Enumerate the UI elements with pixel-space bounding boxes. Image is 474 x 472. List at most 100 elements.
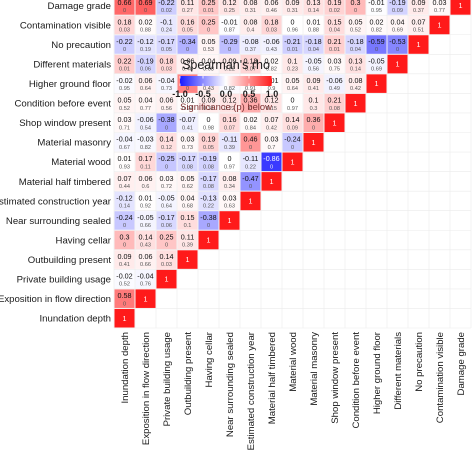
cell-rho-label: 1 [207,236,211,245]
cell-fill [324,54,345,74]
x-tick-label: Higher ground floor [372,331,383,414]
cell-p-label: 0 [123,243,126,249]
cell-fill [240,113,261,132]
heatmap-cell: -0.250 [156,152,177,172]
cell-fill [156,211,177,230]
cell-fill [261,152,282,172]
cell-fill [261,93,282,113]
cell-fill [135,0,156,15]
cell-rho-label: 0.3 [351,0,361,7]
heatmap-cell: 0.050.64 [282,74,303,93]
cell-fill [198,172,219,191]
cell-p-label: 0.46 [266,8,277,14]
cell-fill [114,269,135,289]
heatmap-cell: 1 [324,113,345,132]
heatmap-cell: 0.050.62 [177,172,198,191]
cell-fill [303,74,324,93]
heatmap-cell: 0.02 0.82 [366,15,387,35]
cell-fill [198,211,219,230]
cell-rho-label: 0.18 [244,56,258,65]
cell-fill [177,250,198,269]
heatmap-cell: 1 [261,172,282,191]
cell-fill [387,54,408,74]
cell-p-label: 0.39 [224,145,235,151]
cell-rho-label: 1 [417,40,421,49]
cell-rho-label: 0.06 [181,56,195,65]
cell-rho-label: 0.06 [160,96,174,105]
cell-p-label: 0 [354,8,357,14]
cell-rho-label: -0.86 [263,154,279,163]
cell-rho-label: 0.03 [265,135,279,144]
cell-rho-label: 0.17 [139,154,153,163]
cell-fill [156,250,177,269]
heatmap-cell: -0.170.05 [156,35,177,54]
cell-p-label: 0.91 [245,86,256,92]
cell-p-label: 0.22 [224,67,235,73]
cell-fill [387,35,408,54]
x-tick-label: Inundation depth [120,332,131,404]
cell-rho-label: 1 [333,118,337,127]
cell-rho-label: 0.18 [118,17,132,26]
heatmap-cell: 0.030.73 [177,133,198,152]
cell-rho-label: 0.13 [307,0,321,7]
cell-rho-label: 0.12 [223,96,237,105]
y-tick-label: Having cellar [56,235,112,246]
cell-p-label: 0.31 [203,106,214,112]
cell-p-label: 0.3 [310,106,318,112]
cell-p-label: 0.52 [119,106,130,112]
heatmap-cell: 0.660 [114,0,135,15]
cell-rho-label: 1 [228,216,232,225]
cell-fill [345,74,366,93]
heatmap-cell: 0.160.07 [219,113,240,132]
cell-p-label: 0.02 [161,8,172,14]
heatmap-cell: 0.04 0.68 [177,191,198,211]
cell-fill [366,35,387,54]
y-tick-label: Higher ground floor [29,79,112,90]
cell-rho-label: 0.11 [181,0,194,7]
cell-p-label: 0.37 [245,47,256,53]
cell-p-label: 0.82 [266,67,277,73]
heatmap-cell: -0.070.41 [177,113,198,132]
cell-p-label: 0.06 [140,67,151,73]
cell-fill [240,35,261,54]
heatmap-cell: 0.080.34 [219,172,240,191]
cell-fill [282,152,303,172]
cell-fill [156,35,177,54]
cell-p-label: 0.03 [161,67,172,73]
heatmap-cell: 0.190.05 [198,133,219,152]
cell-fill [135,230,156,250]
cell-p-label: 0.4 [247,28,255,34]
cell-p-label: 0.95 [371,8,382,14]
x-tick-label: Damage grade [456,332,467,395]
cell-fill [219,54,240,74]
cell-p-label: 0.09 [392,8,403,14]
cell-rho-label: 0.06 [139,174,153,183]
heatmap-cell: -0.080.37 [240,35,261,54]
cell-fill [261,133,282,152]
legend-subtitle: Significance (p) below [180,101,272,112]
cell-fill [240,133,261,152]
cell-fill [261,35,282,54]
cell-rho-label: -0.12 [116,193,132,202]
cell-rho-label: -0.03 [137,135,153,144]
cell-rho-label: -0.47 [242,174,258,183]
cell-fill [114,250,135,269]
cell-rho-label: 1 [291,157,295,166]
cell-fill [345,93,366,113]
heatmap-cells: 10.5801-0.020.52-0.040.7610.090.410.060.… [114,0,471,328]
heatmap-cell: -0.530 [387,35,408,54]
cell-fill [219,113,240,132]
cell-rho-label: 0.25 [202,17,216,26]
cell-fill [408,15,429,35]
cell-fill [429,15,450,35]
cell-p-label: 0.69 [371,67,382,73]
cell-fill [156,269,177,289]
heatmap-cell: 00.96 [282,15,303,35]
heatmap-cell: -0.170.06 [156,211,177,230]
heatmap-cell: -0.040.73 [156,74,177,93]
heatmap-cell: 0.15 0.04 [324,15,345,35]
cell-rho-label: -0.05 [368,56,384,65]
y-tick-label: Different materials [33,59,111,70]
heatmap-cell: 0.140.03 [156,250,177,269]
